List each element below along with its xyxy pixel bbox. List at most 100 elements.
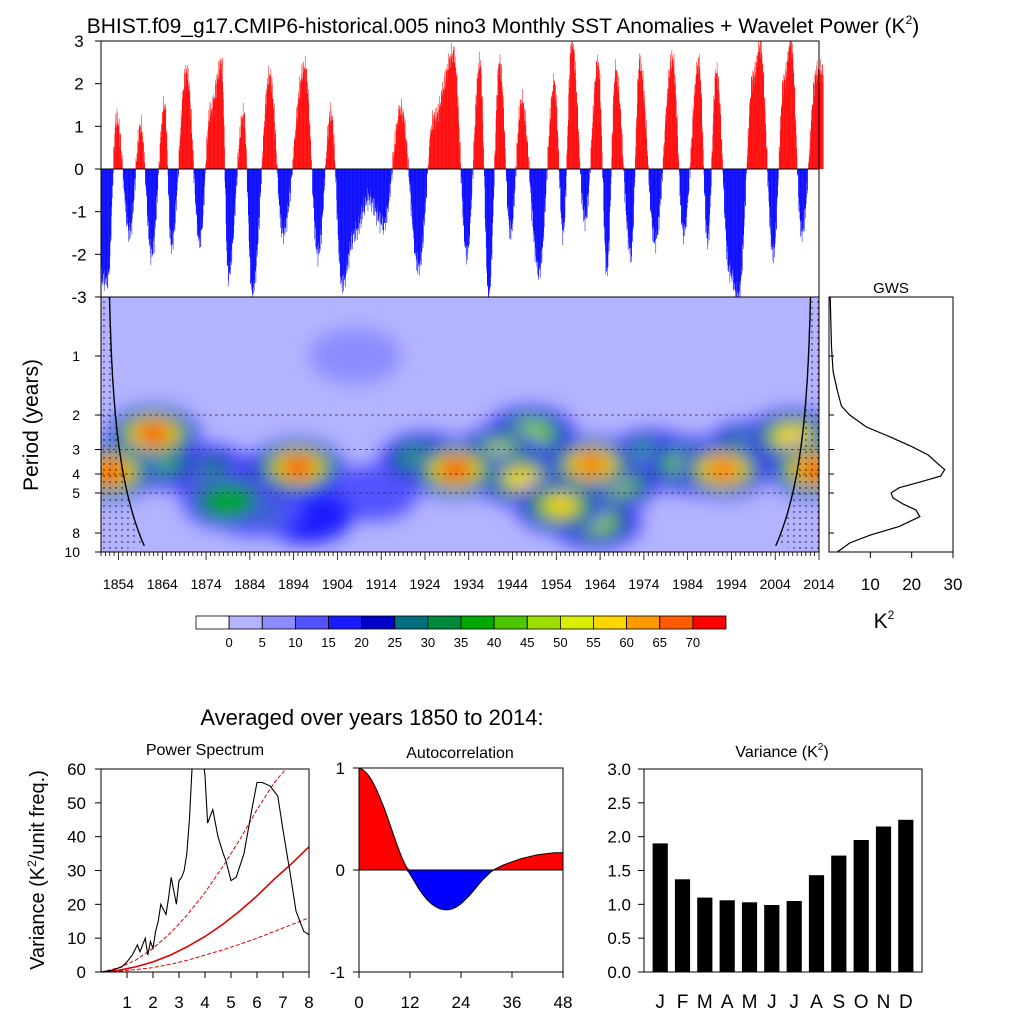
sst-bar — [318, 169, 320, 254]
sst-bar — [798, 169, 800, 205]
sst-bar — [279, 169, 281, 219]
sst-bar — [478, 51, 480, 170]
sst-bar — [319, 169, 321, 251]
sst-bar — [809, 155, 810, 169]
sst-bar — [308, 89, 309, 169]
sst-bar — [791, 41, 792, 169]
sst-bar — [601, 136, 603, 169]
sst-bar — [519, 120, 520, 169]
sst-bar — [156, 169, 157, 197]
sst-bar — [735, 169, 737, 281]
sst-bar — [762, 64, 763, 169]
sst-bar — [196, 169, 198, 215]
ps-x-tick-label: 6 — [252, 993, 261, 1012]
sst-bar — [714, 75, 716, 169]
sst-bar — [296, 117, 298, 169]
sst-bar — [269, 76, 271, 169]
sst-bar — [576, 91, 577, 169]
sst-bar — [449, 55, 451, 170]
sst-bar — [687, 169, 689, 203]
sst-bar — [518, 106, 520, 169]
sst-bar — [413, 169, 415, 232]
sst-bar — [465, 169, 466, 246]
sst-bar — [456, 75, 457, 169]
sst-bar — [112, 169, 113, 185]
sst-bar — [722, 159, 723, 169]
sst-bar — [682, 169, 684, 236]
sst-bar — [462, 169, 464, 218]
sst-bar — [585, 169, 587, 218]
sst-bar — [514, 169, 516, 190]
sst-bar — [775, 169, 777, 223]
sst-bar — [624, 169, 626, 194]
sst-bar — [320, 169, 322, 230]
sst-bar — [461, 169, 462, 178]
sst-bar — [322, 169, 324, 209]
sst-bar — [285, 169, 287, 217]
colorbar-swatch — [692, 615, 727, 630]
sst-bar — [193, 169, 195, 184]
sst-bar — [672, 58, 674, 169]
sst-bar — [245, 131, 246, 169]
sst-bar — [563, 169, 565, 233]
sst-bar — [321, 169, 322, 245]
wavelet-power-contour — [543, 495, 578, 516]
sst-bar — [470, 169, 472, 209]
sst-bar — [650, 169, 651, 211]
sst-bar — [161, 124, 162, 169]
sst-bar — [558, 151, 560, 169]
sst-bar — [441, 107, 443, 169]
sst-bar — [230, 169, 231, 275]
sst-bar — [369, 169, 371, 205]
sst-bar — [608, 169, 609, 243]
sst-bar — [550, 98, 552, 169]
sst-bar — [404, 120, 406, 169]
sst-bar — [564, 169, 566, 218]
sst-bar — [276, 153, 277, 169]
sst-bar — [662, 169, 663, 174]
autocorrelation-negative-fill — [359, 870, 563, 910]
sst-bar — [411, 169, 412, 211]
wavelet-x-tick-label: 1864 — [147, 576, 178, 592]
sst-bar — [113, 147, 115, 169]
sst-bar — [678, 161, 680, 169]
sst-bar — [111, 169, 113, 198]
sst-bar — [265, 94, 266, 169]
sst-bar — [443, 90, 445, 169]
sst-bar — [164, 104, 165, 169]
wavelet-x-tick-label: 1954 — [541, 576, 572, 592]
sst-bar — [129, 169, 130, 222]
sst-bar — [115, 124, 117, 169]
autocorrelation-positive-fill — [359, 768, 563, 870]
sst-bar — [206, 136, 207, 169]
sst-bar — [211, 108, 213, 169]
sst-bar — [417, 169, 418, 272]
sst-bar — [360, 169, 362, 228]
sst-bar — [207, 144, 208, 169]
sst-bar — [395, 143, 396, 169]
sst-bar — [503, 96, 504, 169]
sst-bar — [327, 135, 329, 169]
sst-bar — [412, 169, 413, 225]
sst-bar — [532, 169, 533, 210]
sst-bar — [286, 169, 288, 232]
sst-bar — [226, 169, 228, 266]
sst-bar — [205, 169, 207, 171]
sst-bar — [623, 166, 625, 169]
variance-bars — [652, 819, 914, 973]
sst-bar — [197, 169, 199, 224]
sst-bar — [513, 169, 514, 199]
sst-bar — [665, 120, 667, 169]
sst-bar — [314, 169, 316, 229]
sst-bar — [621, 140, 622, 169]
sst-bar — [512, 169, 514, 232]
sst-bar — [351, 169, 353, 232]
sst-bar — [675, 99, 677, 169]
sst-bar — [456, 72, 458, 169]
sst-bar — [394, 143, 395, 169]
sst-bar — [255, 169, 257, 283]
sst-bar — [320, 169, 321, 236]
sst-bar — [803, 169, 805, 232]
sst-bar — [457, 97, 459, 169]
sst-bar — [573, 49, 574, 169]
